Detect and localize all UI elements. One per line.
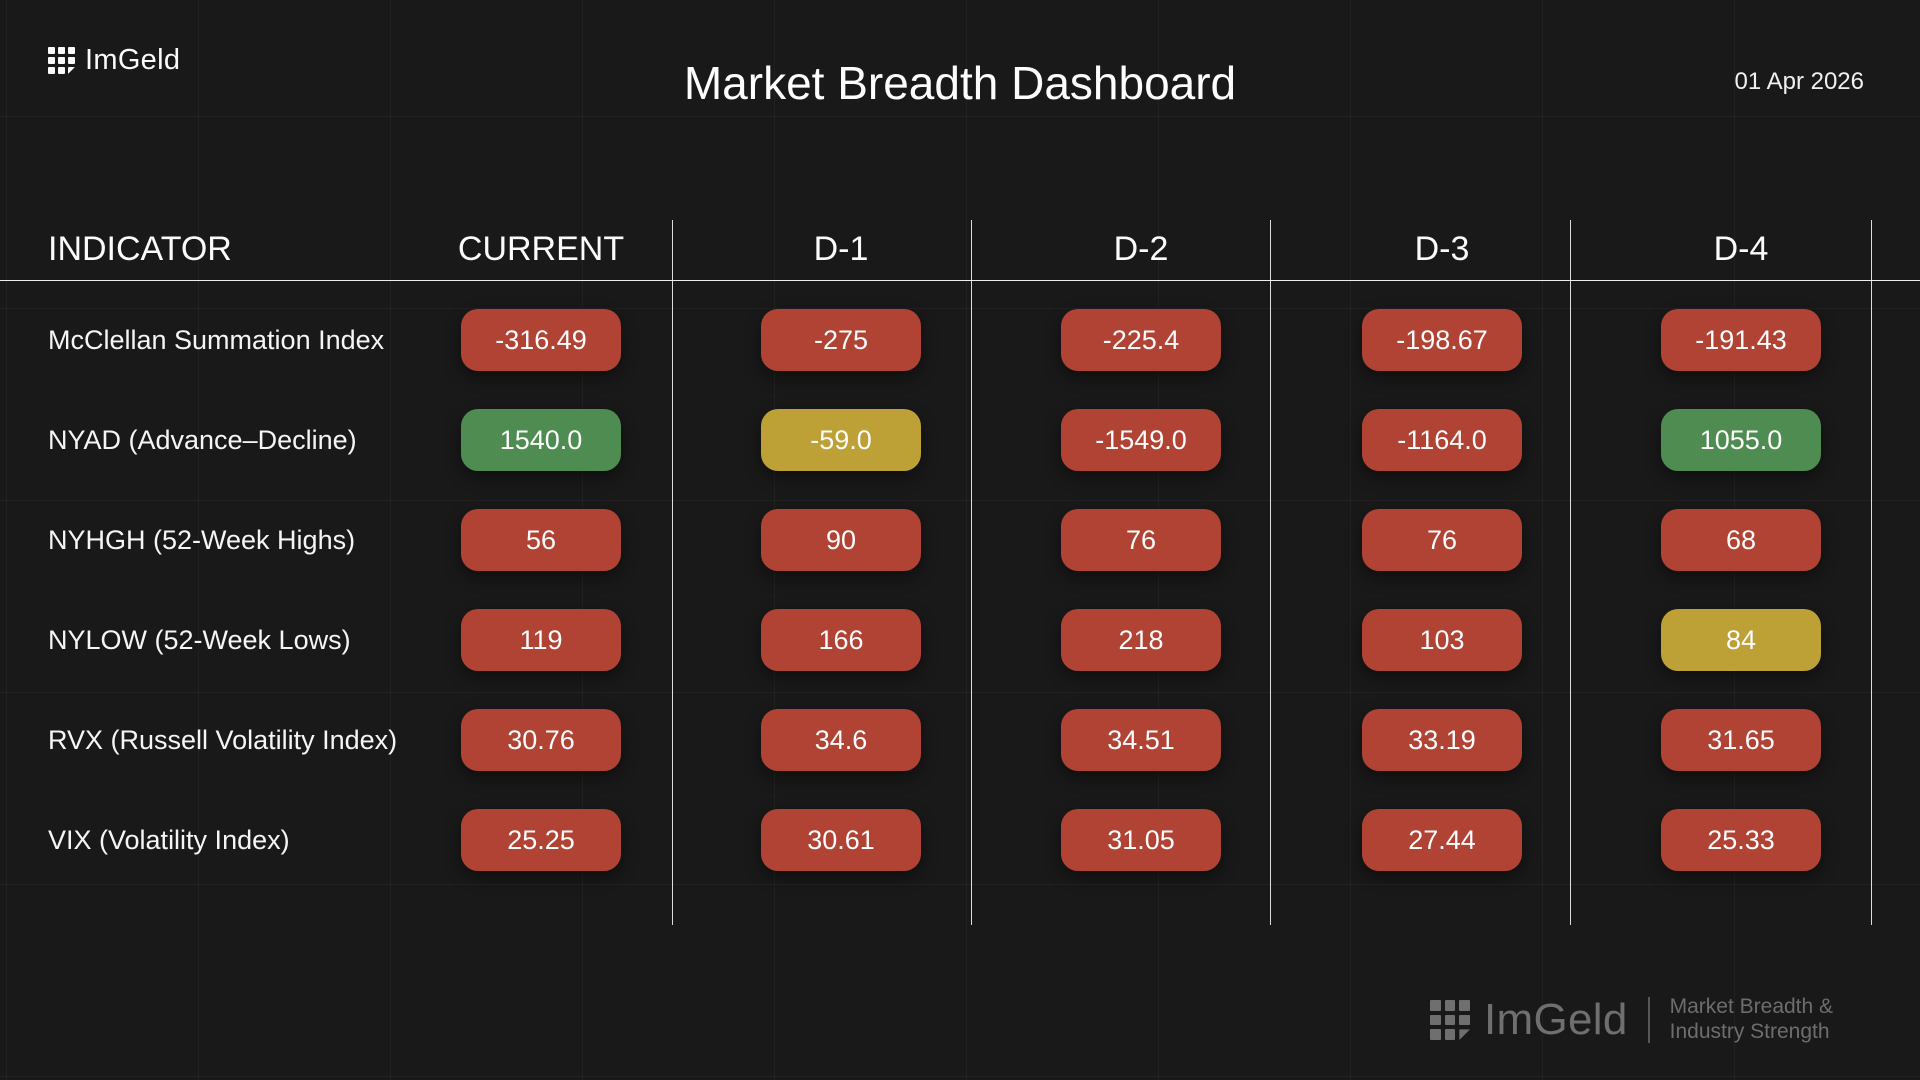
- value-pill: -275: [761, 309, 921, 371]
- value-pill: 31.65: [1661, 709, 1821, 771]
- column-divider: [1871, 220, 1872, 925]
- value-pill: 30.61: [761, 809, 921, 871]
- value-pill: 119: [461, 609, 621, 671]
- value-pill: 218: [1061, 609, 1221, 671]
- footer-brand: ImGeld Market Breadth & Industry Strengt…: [1430, 995, 1833, 1045]
- column-header-d2: D-2: [1113, 230, 1169, 268]
- column-header-d1: D-1: [813, 230, 869, 268]
- column-divider: [1270, 220, 1271, 925]
- header-divider: [0, 280, 1920, 281]
- indicator-label: McClellan Summation Index: [48, 324, 385, 355]
- indicator-row: NYLOW (52-Week Lows) 119 166 218 103 84: [0, 590, 1920, 690]
- value-pill: 27.44: [1362, 809, 1522, 871]
- value-pill: 76: [1362, 509, 1522, 571]
- value-pill: -198.67: [1362, 309, 1522, 371]
- indicator-label: NYAD (Advance–Decline): [48, 424, 357, 455]
- brand-name: ImGeld: [85, 44, 181, 76]
- imgeld-grid-icon: [1430, 1000, 1470, 1040]
- column-divider: [1570, 220, 1571, 925]
- brand-logo: ImGeld: [48, 44, 180, 77]
- value-pill: 1055.0: [1661, 409, 1821, 471]
- value-pill: 30.76: [461, 709, 621, 771]
- table-body: McClellan Summation Index -316.49 -275 -…: [0, 290, 1920, 890]
- table-header: INDICATOR CURRENT D-1 D-2 D-3 D-4: [0, 218, 1920, 280]
- value-pill: 90: [761, 509, 921, 571]
- indicator-row: VIX (Volatility Index) 25.25 30.61 31.05…: [0, 790, 1920, 890]
- value-pill: 25.25: [461, 809, 621, 871]
- value-pill: 33.19: [1362, 709, 1522, 771]
- column-header-indicator: INDICATOR: [48, 230, 232, 268]
- value-pill: 103: [1362, 609, 1522, 671]
- value-pill: 25.33: [1661, 809, 1821, 871]
- value-pill: -59.0: [761, 409, 921, 471]
- footer-tagline-line1: Market Breadth &: [1669, 995, 1834, 1019]
- indicator-row: RVX (Russell Volatility Index) 30.76 34.…: [0, 690, 1920, 790]
- value-pill: -225.4: [1061, 309, 1221, 371]
- indicator-label: VIX (Volatility Index): [48, 824, 290, 855]
- footer-tagline: Market Breadth & Industry Strength: [1670, 995, 1833, 1045]
- value-pill: 76: [1061, 509, 1221, 571]
- value-pill: 166: [761, 609, 921, 671]
- indicator-row: NYHGH (52-Week Highs) 56 90 76 76 68: [0, 490, 1920, 590]
- indicator-label: NYHGH (52-Week Highs): [48, 524, 356, 555]
- report-date: 01 Apr 2026: [1734, 68, 1864, 95]
- column-header-d4: D-4: [1713, 230, 1769, 268]
- value-pill: 34.6: [761, 709, 921, 771]
- indicator-row: McClellan Summation Index -316.49 -275 -…: [0, 290, 1920, 390]
- footer-brand-name: ImGeld: [1484, 995, 1628, 1044]
- value-pill: -1164.0: [1362, 409, 1522, 471]
- column-header-current: CURRENT: [457, 230, 625, 268]
- value-pill: 1540.0: [461, 409, 621, 471]
- value-pill: 56: [461, 509, 621, 571]
- value-pill: 84: [1661, 609, 1821, 671]
- value-pill: -1549.0: [1061, 409, 1221, 471]
- indicator-label: NYLOW (52-Week Lows): [48, 624, 351, 655]
- column-header-d3: D-3: [1414, 230, 1470, 268]
- value-pill: -191.43: [1661, 309, 1821, 371]
- imgeld-grid-icon: [48, 47, 75, 74]
- indicator-row: NYAD (Advance–Decline) 1540.0 -59.0 -154…: [0, 390, 1920, 490]
- value-pill: -316.49: [461, 309, 621, 371]
- value-pill: 34.51: [1061, 709, 1221, 771]
- column-divider: [672, 220, 673, 925]
- column-divider: [971, 220, 972, 925]
- footer-separator: [1647, 997, 1650, 1043]
- page-title: Market Breadth Dashboard: [683, 57, 1237, 109]
- value-pill: 68: [1661, 509, 1821, 571]
- value-pill: 31.05: [1061, 809, 1221, 871]
- footer-tagline-line2: Industry Strength: [1669, 1020, 1830, 1043]
- indicator-label: RVX (Russell Volatility Index): [48, 724, 398, 755]
